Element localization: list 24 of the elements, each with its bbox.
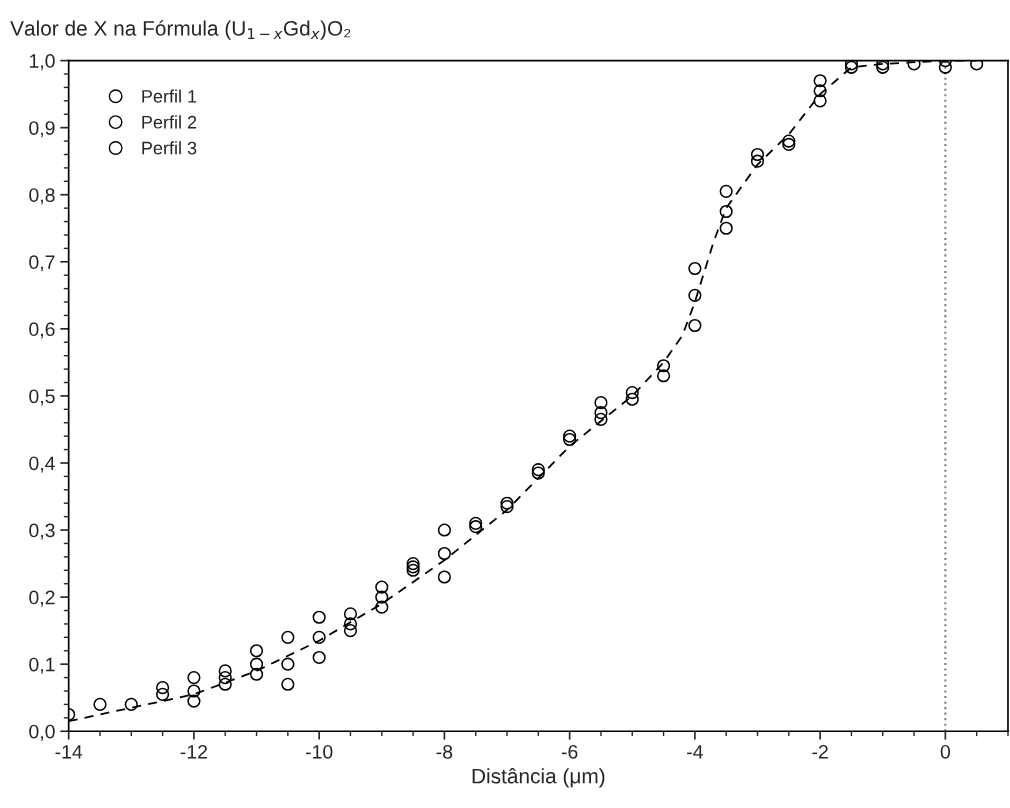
y-tick-label: 0,9	[29, 121, 55, 138]
y-tick-label: 1,0	[29, 54, 55, 71]
y-tick-label: 0,2	[29, 590, 55, 607]
chart-title: Valor de X na Fórmula (U$_{1−x}$Gd$_{x}$)O₂	[10, 20, 351, 40]
y-tick-label: 0,7	[29, 255, 55, 272]
x-tick-label: -14	[55, 745, 83, 759]
x-tick-label: -4	[687, 745, 703, 759]
x-tick-label: -10	[305, 744, 333, 759]
legend-label: Perfil 2	[142, 115, 197, 129]
x-tick-label: 0	[940, 744, 951, 759]
x-tick-label: -8	[436, 744, 453, 759]
y-tick-label: 0,8	[29, 188, 55, 205]
y-tick-label: 0,5	[29, 389, 55, 406]
x-axis-title: Distância (μm)	[472, 768, 605, 788]
y-tick-label: 0,3	[29, 523, 55, 540]
legend-label: Perfil 1	[142, 89, 197, 103]
y-tick-label: 0,1	[29, 657, 55, 674]
y-tick-label: 0,6	[29, 322, 55, 339]
y-tick-label: 0,0	[29, 724, 55, 741]
x-tick-label: -12	[180, 744, 207, 759]
x-tick-label: -6	[561, 744, 578, 759]
y-tick-label: 0,4	[29, 456, 55, 473]
x-tick-label: -2	[812, 744, 828, 759]
legend-label: Perfil 3	[142, 141, 197, 155]
